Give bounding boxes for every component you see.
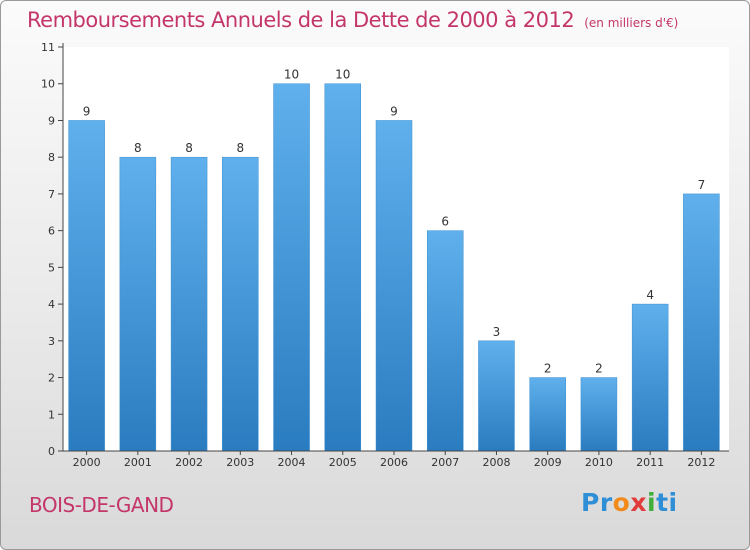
x-tick-label: 2003 <box>226 456 254 469</box>
bar <box>170 156 208 452</box>
chart-title: Remboursements Annuels de la Dette de 20… <box>27 8 575 32</box>
x-tick-label: 2010 <box>585 456 613 469</box>
y-tick-label: 5 <box>48 261 55 274</box>
logo-part: x <box>630 488 647 517</box>
bar <box>324 83 362 452</box>
y-tick-label: 9 <box>48 114 55 127</box>
logo-part: o <box>612 488 631 517</box>
bar <box>529 377 566 452</box>
x-tick-label: 2005 <box>329 456 357 469</box>
proxiti-logo: Proxiti <box>581 488 678 517</box>
bar-value-label: 8 <box>185 141 193 155</box>
x-tick-label: 2012 <box>687 456 715 469</box>
bar <box>478 340 515 452</box>
y-tick-label: 4 <box>48 298 55 311</box>
bar-value-label: 2 <box>595 362 603 376</box>
x-tick-label: 2006 <box>380 456 408 469</box>
bar <box>683 193 720 452</box>
bar <box>119 156 157 452</box>
y-tick-label: 0 <box>48 445 55 458</box>
bar-value-label: 10 <box>335 68 350 82</box>
bar-value-label: 9 <box>83 104 91 118</box>
bar <box>68 120 105 452</box>
bar-value-label: 7 <box>698 178 706 192</box>
y-tick-label: 2 <box>48 372 55 385</box>
bar-value-label: 3 <box>493 325 501 339</box>
x-tick-label: 2007 <box>431 456 459 469</box>
bar-value-label: 8 <box>236 141 244 155</box>
bar <box>222 156 259 452</box>
bar-value-label: 10 <box>284 68 299 82</box>
bar <box>580 377 618 452</box>
bar-value-label: 2 <box>544 362 552 376</box>
x-tick-label: 2008 <box>482 456 510 469</box>
bar-value-label: 8 <box>134 141 142 155</box>
y-tick-label: 10 <box>41 78 55 91</box>
bar-value-label: 4 <box>646 288 654 302</box>
y-tick-label: 6 <box>48 225 55 238</box>
logo-part: Pr <box>581 488 613 517</box>
chart-title-line: Remboursements Annuels de la Dette de 20… <box>27 8 678 32</box>
bar <box>426 230 464 452</box>
x-tick-label: 2011 <box>636 456 664 469</box>
bar <box>273 83 310 452</box>
logo-part: ti <box>656 488 678 517</box>
y-tick-label: 7 <box>48 188 55 201</box>
x-tick-label: 2000 <box>73 456 101 469</box>
y-tick-label: 3 <box>48 335 55 348</box>
x-tick-label: 2002 <box>175 456 203 469</box>
y-tick-label: 11 <box>41 41 55 54</box>
bar-value-label: 9 <box>390 104 398 118</box>
x-tick-label: 2001 <box>124 456 152 469</box>
logo-part: i <box>646 488 657 517</box>
entity-name: BOIS-DE-GAND <box>29 493 174 517</box>
bar <box>375 120 413 452</box>
x-tick-label: 2009 <box>534 456 562 469</box>
x-tick-label: 2004 <box>278 456 306 469</box>
bar <box>631 303 669 452</box>
chart-unit: (en milliers d'€) <box>584 16 679 30</box>
bar-value-label: 6 <box>441 215 449 229</box>
y-tick-label: 8 <box>48 151 55 164</box>
y-tick-label: 1 <box>48 408 55 421</box>
